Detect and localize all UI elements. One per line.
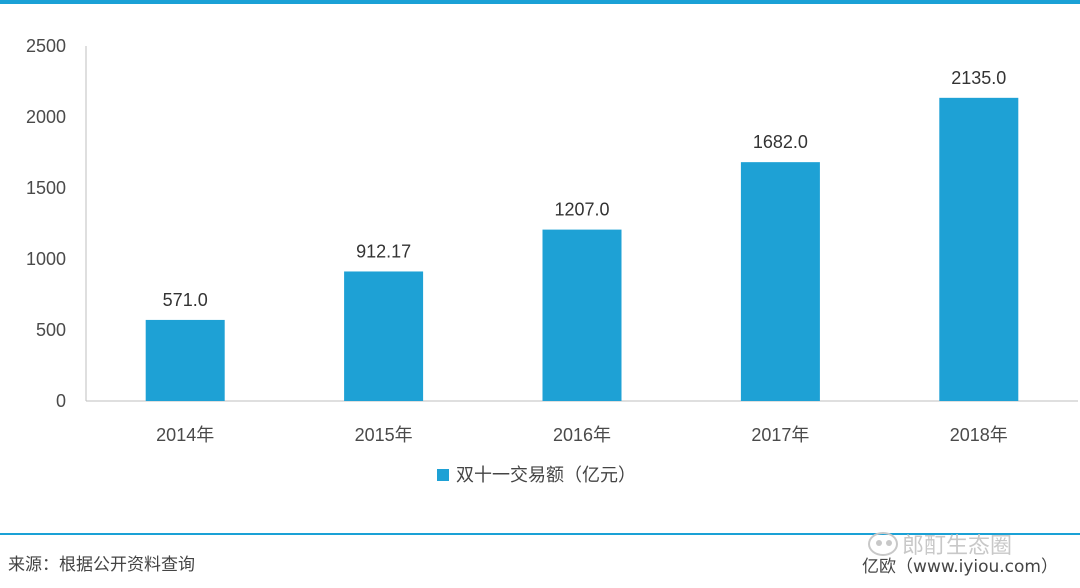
bar-2: [542, 229, 622, 401]
data-label-3: 1682.0: [753, 132, 808, 152]
data-label-1: 912.17: [356, 241, 411, 261]
y-tick-label-5: 2500: [26, 36, 66, 56]
y-tick-label-1: 500: [36, 320, 66, 340]
y-tick-label-0: 0: [56, 391, 66, 411]
x-tick-label-4: 2018年: [950, 425, 1008, 445]
y-tick-label-2: 1000: [26, 249, 66, 269]
bar-1: [344, 271, 424, 401]
x-tick-label-2: 2016年: [553, 425, 611, 445]
x-tick-label-1: 2015年: [355, 425, 413, 445]
bar-3: [740, 162, 820, 401]
bar-4: [939, 97, 1019, 401]
watermark-text: 郎酊生态圈: [902, 534, 1013, 559]
top-rule: [0, 0, 1080, 4]
data-label-4: 2135.0: [951, 68, 1006, 88]
y-tick-label-4: 2000: [26, 107, 66, 127]
legend-swatch: [437, 469, 449, 481]
data-label-0: 571.0: [163, 290, 208, 310]
bar-chart: 0 500 1000 1500 2000 2500 571.0 2014年 912.17 2015…: [26, 36, 1078, 485]
wechat-icon: [868, 532, 898, 556]
legend-label: 双十一交易额（亿元）: [456, 465, 636, 485]
credit-text: 亿欧（www.iyiou.com）: [862, 557, 1058, 577]
y-tick-label-3: 1500: [26, 178, 66, 198]
bottom-rule: [0, 533, 1080, 535]
x-tick-label-3: 2017年: [751, 425, 809, 445]
source-note: 来源：根据公开资料查询: [8, 555, 195, 575]
watermark: 郎酊生态圈: [868, 528, 1012, 560]
x-tick-label-0: 2014年: [156, 425, 214, 445]
bar-0: [145, 319, 225, 401]
data-label-2: 1207.0: [554, 200, 609, 220]
